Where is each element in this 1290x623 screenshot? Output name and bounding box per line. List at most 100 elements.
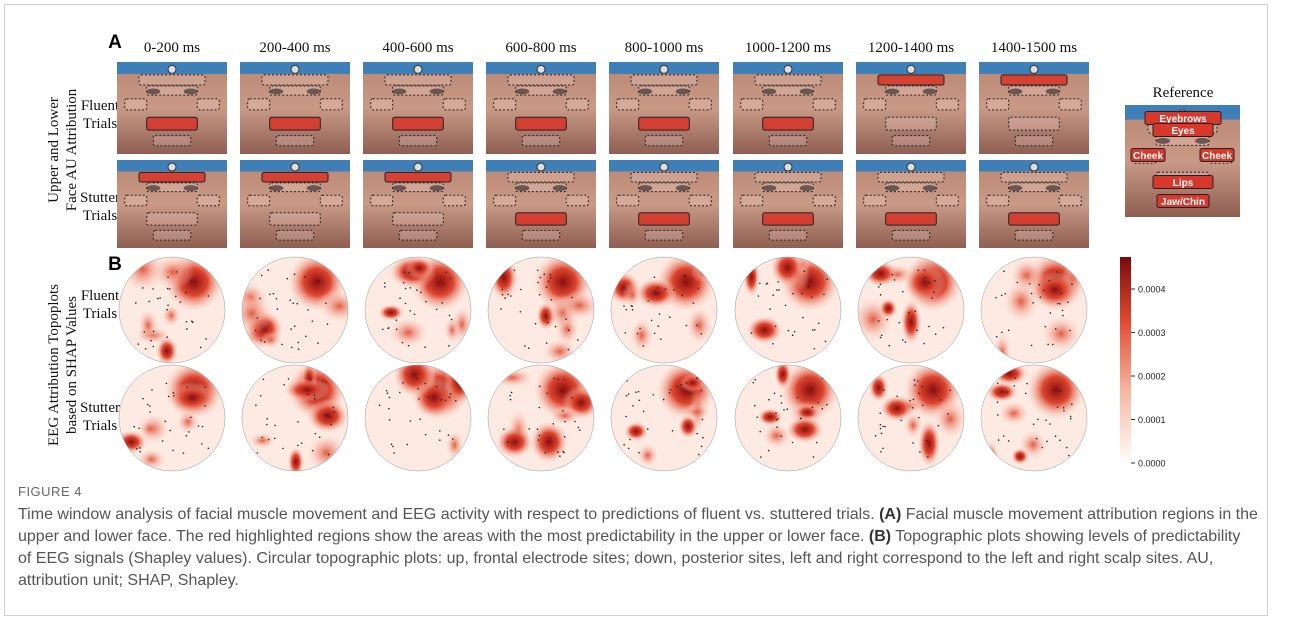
- colorbar-tick-label: 0.0002: [1138, 372, 1166, 382]
- electrode-dot: [314, 398, 316, 400]
- electrode-dot: [166, 383, 168, 385]
- au-region: [878, 75, 944, 85]
- topo-blob: [774, 359, 791, 389]
- au-region: [197, 195, 219, 206]
- electrode-dot: [282, 448, 284, 450]
- electrode-dot: [261, 437, 263, 439]
- electrode-dot: [693, 302, 695, 304]
- electrode-dot: [564, 421, 566, 423]
- electrode-dot: [557, 451, 559, 453]
- electrode-dot: [1071, 283, 1073, 285]
- electrode-dot: [520, 311, 522, 313]
- electrode-dot: [1036, 438, 1038, 440]
- electrode-dot: [813, 348, 815, 350]
- electrode-dot: [571, 297, 573, 299]
- electrode-dot: [325, 414, 327, 416]
- electrode-dot: [938, 425, 940, 427]
- electrode-dot: [142, 287, 144, 289]
- electrode-dot: [539, 407, 541, 409]
- electrode-dot: [902, 291, 904, 293]
- caption-text: Time window analysis of facial muscle mo…: [18, 506, 879, 523]
- electrode-dot: [548, 281, 550, 283]
- row-label: Trials: [83, 116, 118, 132]
- electrode-dot: [1045, 326, 1047, 328]
- electrode-dot: [162, 440, 164, 442]
- electrode-dot: [647, 428, 649, 430]
- electrode-dot: [504, 297, 506, 299]
- electrode-dot: [425, 301, 427, 303]
- topo-blob: [901, 299, 922, 344]
- electrode-dot: [334, 411, 336, 413]
- au-region: [813, 99, 835, 110]
- electrode-dot: [1029, 283, 1031, 285]
- electrode-dot: [260, 340, 262, 342]
- topo-blob: [904, 263, 945, 302]
- electrode-dot: [888, 345, 890, 347]
- electrode-dot: [307, 309, 309, 311]
- topo-blob: [683, 404, 711, 420]
- electrode-dot: [419, 418, 421, 420]
- electrode-dot: [416, 378, 418, 380]
- electrode-dot: [776, 426, 778, 428]
- topoplot: [488, 252, 601, 365]
- electrode-dot: [894, 279, 896, 281]
- electrode-dot: [157, 298, 159, 300]
- electrode-dot: [568, 329, 570, 331]
- electrode-dot: [823, 293, 825, 295]
- au-region: [494, 195, 516, 206]
- electrode-dot: [638, 452, 640, 454]
- electrode-dot: [909, 400, 911, 402]
- electrode-dot: [410, 420, 412, 422]
- au-region: [270, 117, 321, 130]
- electrode-dot: [879, 412, 881, 414]
- axis-label: Face AU Attribution: [64, 88, 80, 211]
- row-label: Trials: [83, 418, 118, 434]
- electrode-dot: [317, 342, 319, 344]
- electrode-dot: [539, 294, 541, 296]
- electrode-dot: [501, 289, 503, 291]
- time-window-label: 0-200 ms: [144, 40, 200, 56]
- electrode-dot: [283, 384, 285, 386]
- electrode-dot: [393, 452, 395, 454]
- electrode-dot: [436, 386, 438, 388]
- au-region: [262, 75, 328, 85]
- row-label: Fluent: [81, 288, 120, 304]
- time-window-label: 1400-1500 ms: [991, 40, 1077, 56]
- au-region: [516, 86, 567, 95]
- topo-blob: [317, 289, 361, 324]
- au-region: [385, 172, 451, 182]
- electrode-dot: [444, 283, 446, 285]
- topo-blob: [786, 416, 824, 444]
- electrode-dot: [159, 297, 161, 299]
- au-region: [270, 213, 321, 225]
- electrode-dot: [396, 319, 398, 321]
- electrode-dot: [167, 304, 169, 306]
- electrode-dot: [825, 341, 827, 343]
- electrode-dot: [813, 456, 815, 458]
- topo-blob: [880, 395, 914, 422]
- electrode-dot: [445, 272, 447, 274]
- topo-blob: [161, 304, 181, 328]
- au-region: [125, 195, 147, 206]
- electrode-dot: [511, 392, 513, 394]
- electrode-dot: [169, 430, 171, 432]
- axis-label: Upper and Lower: [46, 97, 62, 203]
- electrode-dot: [402, 342, 404, 344]
- au-region: [393, 183, 444, 192]
- electrode-dot: [822, 408, 824, 410]
- electrode-dot: [449, 396, 451, 398]
- electrode-dot: [186, 328, 188, 330]
- electrode-dot: [1031, 345, 1033, 347]
- electrode-dot: [308, 394, 310, 396]
- electrode-dot: [792, 442, 794, 444]
- au-region: [399, 136, 436, 146]
- electrode-dot: [924, 277, 926, 279]
- electrode-dot: [812, 388, 814, 390]
- au-region: [147, 213, 198, 225]
- topo-blob: [140, 420, 161, 437]
- electrode-dot: [827, 278, 829, 280]
- electrode-dot: [179, 301, 181, 303]
- face-image: [363, 62, 473, 154]
- electrode-dot: [399, 392, 401, 394]
- electrode-dot: [922, 405, 924, 407]
